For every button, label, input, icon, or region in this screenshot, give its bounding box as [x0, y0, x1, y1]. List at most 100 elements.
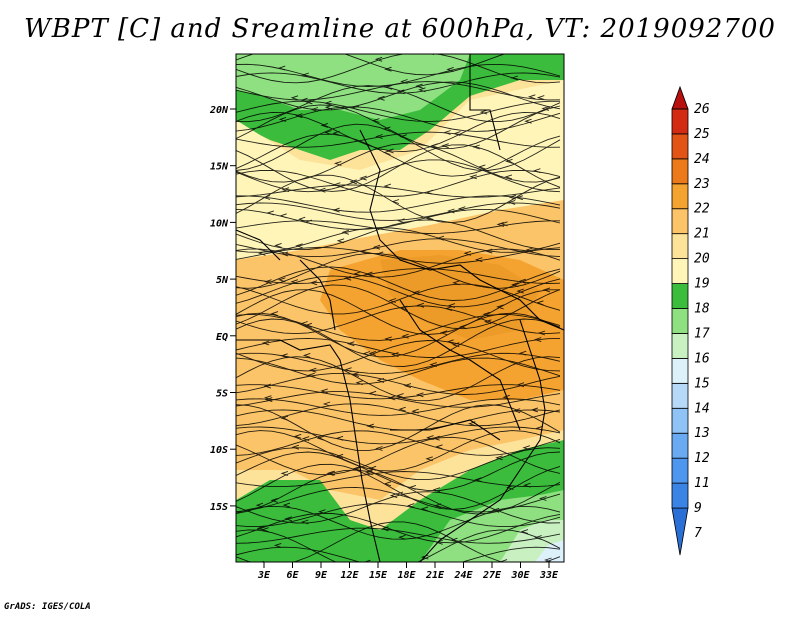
grads-credit: GrADS: IGES/COLA [4, 602, 91, 612]
streamline [236, 143, 561, 183]
streamline-arrow [444, 306, 453, 312]
streamline-arrow [453, 131, 461, 137]
streamline-arrow [479, 109, 488, 115]
streamline-arrow [320, 388, 328, 394]
streamline-arrow [353, 271, 362, 277]
streamline-arrow [411, 408, 419, 414]
streamline-arrow [310, 107, 318, 112]
colorbar-segment [671, 283, 689, 309]
streamline-arrow [440, 563, 446, 567]
streamline-arrow [349, 179, 357, 185]
streamline-arrow [372, 118, 380, 123]
lon-label: 30E [510, 570, 530, 581]
streamline [236, 268, 561, 284]
lon-label: 15E [369, 570, 388, 581]
streamline [236, 220, 561, 234]
colorbar-label: 18 [694, 302, 710, 317]
streamline-arrow [516, 382, 525, 388]
streamline-arrow [530, 407, 539, 413]
streamline-arrow [304, 322, 313, 328]
streamline-arrow [344, 367, 352, 373]
streamline-arrow [322, 401, 331, 407]
streamline-arrow [362, 351, 371, 356]
streamline-arrow [290, 279, 299, 285]
streamline-arrow [307, 372, 315, 378]
streamline-arrow [280, 251, 289, 257]
lon-label: 6E [286, 570, 299, 581]
lat-label: 15N [210, 162, 229, 173]
streamline-arrow [398, 534, 406, 540]
streamline [236, 356, 561, 402]
streamline-arrow [295, 113, 303, 119]
streamline-arrow [447, 303, 456, 309]
lon-label: 33E [539, 570, 559, 581]
streamline-arrow [436, 235, 445, 241]
colorbar-label: 17 [694, 326, 710, 341]
streamline-arrow [266, 210, 274, 216]
streamline-arrow [443, 130, 451, 135]
streamline-arrow [308, 367, 317, 373]
lat-label: 20N [209, 105, 229, 116]
streamline-arrow [374, 56, 383, 62]
streamline-arrow [446, 339, 454, 345]
colorbar-segment [671, 507, 689, 556]
streamline-arrow [375, 134, 383, 139]
streamline-arrow [328, 48, 334, 52]
streamline-arrow [384, 336, 392, 342]
streamline-arrow [273, 542, 282, 548]
streamline-arrow [365, 470, 373, 476]
streamline-arrow [391, 199, 400, 204]
colorbar-label: 9 [694, 501, 702, 516]
streamline [236, 184, 561, 198]
colorbar-label: 21 [694, 227, 710, 242]
streamline [236, 337, 561, 358]
streamline-arrow [482, 311, 491, 317]
streamline [236, 471, 561, 488]
streamline-arrow [511, 282, 519, 288]
streamline [236, 486, 561, 513]
streamline-arrow [395, 491, 404, 497]
streamline-arrow [396, 89, 405, 95]
streamline-arrow [432, 487, 441, 493]
streamline-arrow [297, 216, 306, 222]
streamline-arrow [403, 383, 412, 389]
streamline-arrow [282, 502, 291, 508]
streamline-arrow [355, 380, 363, 386]
streamline-arrow [542, 287, 551, 293]
lat-label: 5S [216, 389, 228, 400]
streamline-arrow [382, 150, 391, 155]
streamline-arrow [435, 539, 443, 545]
lon-label: 9E [315, 570, 328, 581]
colorbar-label: 25 [694, 127, 710, 142]
streamlines [236, 48, 561, 567]
streamline-arrow [332, 207, 340, 213]
streamline [236, 54, 561, 84]
streamline [236, 81, 561, 111]
streamline [236, 447, 561, 481]
streamline-arrow [390, 352, 399, 358]
streamline-arrow [515, 195, 524, 201]
streamline-arrow [270, 311, 279, 317]
streamline-arrow [406, 503, 415, 509]
streamline-arrow [463, 250, 472, 256]
streamline [236, 248, 561, 278]
streamline [236, 313, 561, 341]
lat-label: EQ [216, 332, 228, 343]
colorbar-segment [671, 432, 689, 459]
streamline-arrow [439, 330, 448, 336]
streamline [236, 85, 561, 123]
streamline-arrow [384, 66, 392, 72]
streamline-arrow [452, 280, 460, 286]
streamline-arrow [280, 353, 288, 359]
streamline-arrow [380, 526, 389, 532]
streamline [236, 275, 561, 308]
streamline-arrow [477, 164, 486, 170]
streamline-arrow [524, 118, 532, 124]
streamline-arrow [382, 126, 391, 132]
streamline [236, 169, 561, 197]
colorbar-label: 12 [694, 451, 710, 466]
colorbar-label: 16 [694, 351, 710, 366]
streamline-arrow [412, 290, 420, 296]
streamline [236, 505, 561, 540]
